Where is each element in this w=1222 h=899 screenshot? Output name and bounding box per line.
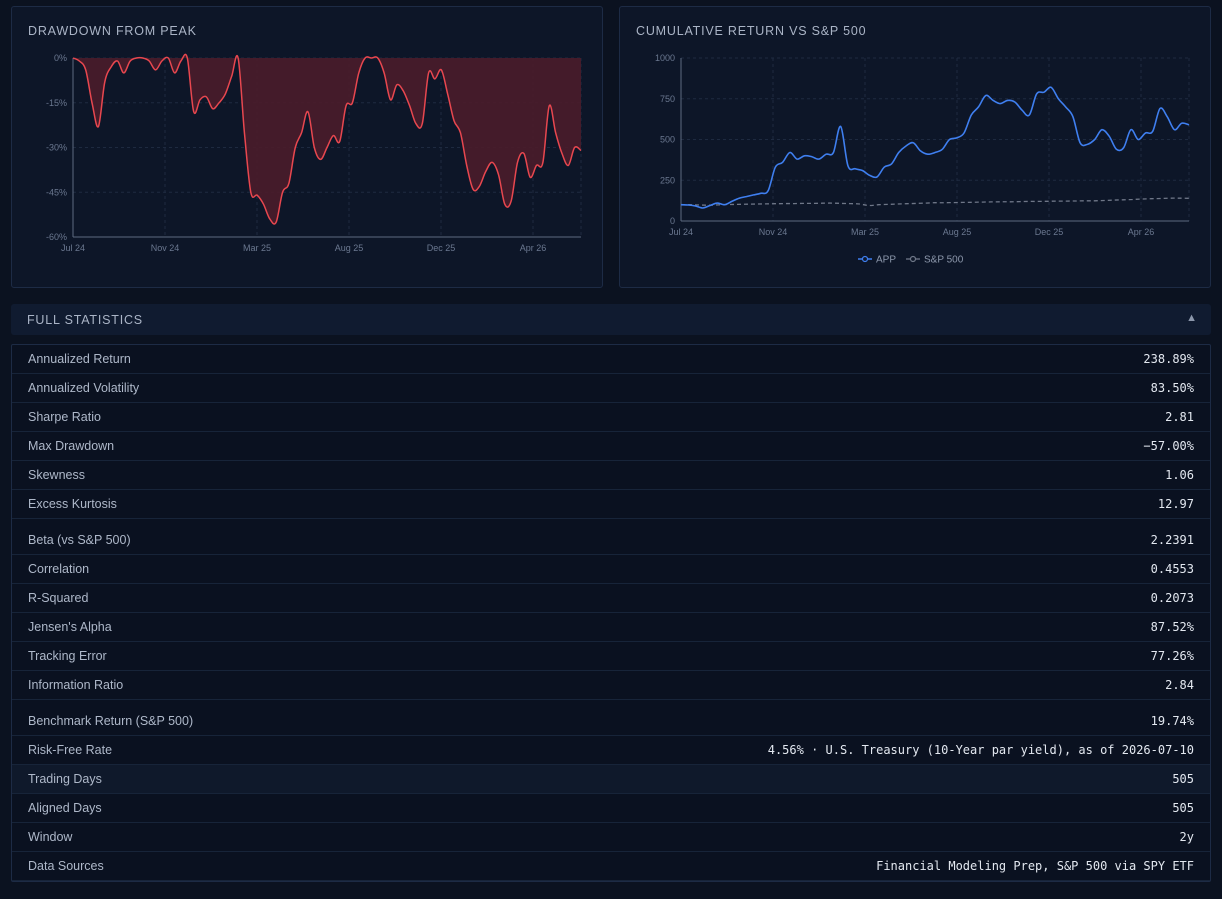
drawdown-panel: DRAWDOWN FROM PEAK 0% -15% -30% -45% -60% Jul… — [11, 6, 603, 288]
x-tick-label: Aug 25 — [335, 243, 364, 253]
y-tick-label: 0 — [670, 216, 675, 226]
stat-label: Benchmark Return (S&P 500) — [28, 714, 194, 728]
stat-label: Tracking Error — [28, 649, 107, 663]
y-tick-label: 1000 — [655, 53, 675, 63]
stat-value: 505 — [1172, 772, 1194, 786]
statistics-table: Annualized Return 238.89% Annualized Volat… — [11, 344, 1211, 882]
stat-label: Risk-Free Rate — [28, 743, 113, 757]
stat-value: 19.74% — [1150, 714, 1194, 728]
stat-label: Trading Days — [28, 772, 102, 786]
y-tick-label: -30% — [46, 143, 67, 153]
x-tick-label: Jul 24 — [61, 243, 85, 253]
stat-row: Data Sources Financial Modeling Prep, S&P… — [12, 852, 1210, 881]
y-tick-label: 250 — [660, 175, 675, 185]
stat-row: Sharpe Ratio 2.81 — [12, 403, 1210, 432]
x-tick-label: Apr 26 — [1128, 227, 1155, 237]
stat-label: Jensen's Alpha — [28, 620, 112, 634]
stat-value: 77.26% — [1150, 649, 1194, 663]
x-tick-label: Nov 24 — [151, 243, 180, 253]
stat-label: Max Drawdown — [28, 439, 115, 453]
stat-value: 238.89% — [1143, 352, 1194, 366]
stat-row: Trading Days 505 — [12, 765, 1210, 794]
legend-spx-label: S&P 500 — [924, 255, 964, 266]
stat-row: R-Squared 0.2073 — [12, 584, 1210, 613]
stat-row: Annualized Return 238.89% — [12, 345, 1210, 374]
stat-label: R-Squared — [28, 591, 89, 605]
x-tick-label: Dec 25 — [1035, 227, 1064, 237]
stat-value: 4.56% · U.S. Treasury (10-Year par yield… — [767, 743, 1194, 757]
legend-app-label: APP — [876, 255, 896, 266]
drawdown-chart: 0% -15% -30% -45% -60%Jul 24 Nov 24 Mar 25 Aug … — [46, 53, 582, 253]
stat-label: Beta (vs S&P 500) — [28, 533, 131, 547]
y-tick-label: 500 — [660, 135, 675, 145]
cumulative-title: CUMULATIVE RETURN VS S&P 500 — [636, 24, 867, 38]
x-tick-label: Dec 25 — [427, 243, 456, 253]
stat-label: Skewness — [28, 468, 85, 482]
stat-row: Beta (vs S&P 500) 2.2391 — [12, 526, 1210, 555]
x-tick-label: Mar 25 — [243, 243, 271, 253]
x-tick-label: Mar 25 — [851, 227, 879, 237]
stat-value: Financial Modeling Prep, S&P 500 via SPY… — [876, 859, 1194, 873]
stat-value: 2y — [1179, 830, 1194, 844]
stat-value: 87.52% — [1150, 620, 1194, 634]
full-statistics-title: FULL STATISTICS — [27, 313, 143, 327]
app-line — [680, 86, 1190, 209]
stat-value: 83.50% — [1150, 381, 1194, 395]
y-tick-label: -45% — [46, 187, 67, 197]
y-tick-label: -15% — [46, 98, 67, 108]
spx-line — [680, 197, 1190, 207]
legend-spx-marker — [909, 255, 917, 263]
drawdown-line — [72, 53, 582, 225]
collapse-triangle-icon[interactable]: ▲ — [1186, 312, 1197, 324]
stat-label: Excess Kurtosis — [28, 497, 117, 511]
stat-row: Max Drawdown −57.00% — [12, 432, 1210, 461]
x-tick-label: Apr 26 — [520, 243, 547, 253]
stat-row: Risk-Free Rate 4.56% · U.S. Treasury (10-… — [12, 736, 1210, 765]
stat-row: Skewness 1.06 — [12, 461, 1210, 490]
drawdown-title: DRAWDOWN FROM PEAK — [28, 24, 197, 38]
stat-row: Correlation 0.4553 — [12, 555, 1210, 584]
stat-row: Benchmark Return (S&P 500) 19.74% — [12, 707, 1210, 736]
stat-value: 0.2073 — [1150, 591, 1194, 605]
x-tick-label: Nov 24 — [759, 227, 788, 237]
stat-label: Information Ratio — [28, 678, 124, 692]
stat-value: 505 — [1172, 801, 1194, 815]
stat-row: Information Ratio 2.84 — [12, 671, 1210, 700]
stat-label: Window — [28, 830, 73, 844]
stat-value: 2.84 — [1165, 678, 1194, 692]
stat-value: 2.2391 — [1150, 533, 1194, 547]
stat-row: Annualized Volatility 83.50% — [12, 374, 1210, 403]
stat-label: Correlation — [28, 562, 90, 576]
x-tick-label: Aug 25 — [943, 227, 972, 237]
stat-value: 1.06 — [1165, 468, 1194, 482]
stat-label: Annualized Volatility — [28, 381, 140, 395]
stat-label: Aligned Days — [28, 801, 102, 815]
legend-app-marker — [861, 255, 869, 263]
y-tick-label: 0% — [54, 53, 67, 63]
x-tick-label: Jul 24 — [669, 227, 693, 237]
stat-row: Jensen's Alpha 87.52% — [12, 613, 1210, 642]
stat-label: Annualized Return — [28, 352, 131, 366]
full-statistics-header[interactable]: FULL STATISTICS ▲ — [11, 304, 1211, 335]
stat-value: 0.4553 — [1150, 562, 1194, 576]
stat-value: 2.81 — [1165, 410, 1194, 424]
cumulative-panel: CUMULATIVE RETURN VS S&P 500 1000 750 500 2… — [619, 6, 1211, 288]
stat-label: Sharpe Ratio — [28, 410, 101, 424]
stat-row: Aligned Days 505 — [12, 794, 1210, 823]
y-tick-label: 750 — [660, 94, 675, 104]
stat-value: −57.00% — [1143, 439, 1194, 453]
stat-label: Data Sources — [28, 859, 104, 873]
stat-row: Tracking Error 77.26% — [12, 642, 1210, 671]
stat-row: Excess Kurtosis 12.97 — [12, 490, 1210, 519]
stat-row: Window 2y — [12, 823, 1210, 852]
stat-value: 12.97 — [1157, 497, 1194, 511]
drawdown-area — [73, 54, 581, 225]
y-tick-label: -60% — [46, 232, 67, 242]
